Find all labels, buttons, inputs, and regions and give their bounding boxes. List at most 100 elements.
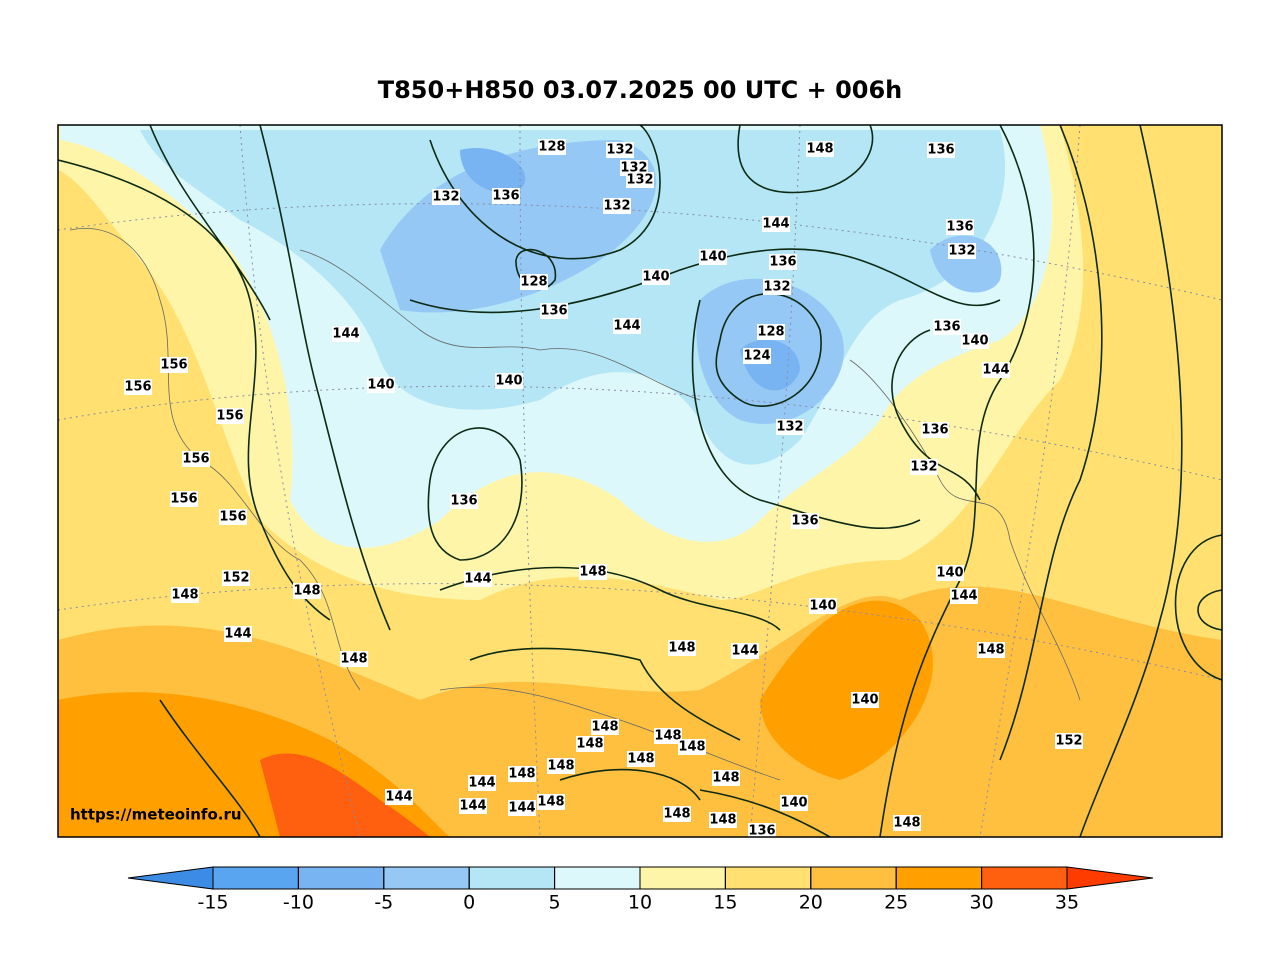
label-bg <box>748 823 776 837</box>
contour-label: 148 <box>893 816 920 831</box>
label-bg <box>538 139 566 155</box>
title: T850+H850 03.07.2025 00 UTC + 006h <box>378 76 903 104</box>
map-frame <box>57 124 1223 838</box>
contour-label: 152 <box>222 571 249 586</box>
contour-label: 148 <box>712 771 739 786</box>
colorbar-box <box>554 866 641 890</box>
label-bg <box>1055 733 1083 749</box>
contour-label: 136 <box>769 255 796 270</box>
label-bg <box>576 736 604 752</box>
label-bg <box>678 739 706 755</box>
label-bg <box>520 274 548 290</box>
contour-label: 140 <box>851 693 878 708</box>
contour-label: 148 <box>709 813 736 828</box>
contour-label: 144 <box>762 217 789 232</box>
label-bg <box>709 812 737 828</box>
colorbar-tick-label: 0 <box>463 892 475 914</box>
label-bg <box>762 216 790 232</box>
label-bg <box>171 587 199 603</box>
colorbar-tick-label: 10 <box>628 892 652 914</box>
label-bg <box>950 588 978 604</box>
label-bg <box>982 362 1010 378</box>
label-bg <box>464 571 492 587</box>
label-bg <box>170 491 198 507</box>
contour-label: 148 <box>591 720 618 735</box>
label-bg <box>851 692 879 708</box>
contour-label: 136 <box>927 143 954 158</box>
label-bg <box>492 188 520 204</box>
contour-label: 136 <box>748 824 775 839</box>
contour-label: 144 <box>224 627 251 642</box>
contour-label: 144 <box>332 327 359 342</box>
contour-label: 148 <box>171 588 198 603</box>
label-bg <box>579 564 607 580</box>
contour-label: 144 <box>459 799 486 814</box>
colorbar-tick-label: -10 <box>283 892 314 914</box>
contour-label: 128 <box>757 325 784 340</box>
label-bg <box>508 800 536 816</box>
contour-label: 148 <box>977 643 1004 658</box>
contour-label: 136 <box>450 494 477 509</box>
contour-label: 148 <box>576 737 603 752</box>
label-bg <box>769 254 797 270</box>
colorbar-box <box>212 866 299 890</box>
colorbar-tick-label: 5 <box>549 892 561 914</box>
label-bg <box>642 269 670 285</box>
label-bg <box>182 451 210 467</box>
contour-label: 136 <box>791 514 818 529</box>
contour-label: 136 <box>492 189 519 204</box>
contour-label: 140 <box>699 250 726 265</box>
contour-label: 148 <box>663 807 690 822</box>
label-bg <box>776 419 804 435</box>
contour-label: 140 <box>809 599 836 614</box>
contour <box>427 427 781 741</box>
label-bg <box>222 570 250 586</box>
label-bg <box>946 219 974 235</box>
contour <box>879 125 1183 837</box>
label-bg <box>731 643 759 659</box>
colorbar-tick-label: 35 <box>1055 892 1079 914</box>
colorbar-tick-label: 30 <box>970 892 994 914</box>
label-bg <box>432 189 460 205</box>
contour-label: 148 <box>293 584 320 599</box>
colorbar-box <box>297 866 385 890</box>
contour <box>58 125 391 631</box>
contour-label: 156 <box>170 492 197 507</box>
label-bg <box>668 640 696 656</box>
label-bg <box>780 795 808 811</box>
label-bg <box>495 373 523 389</box>
contour-label: 148 <box>678 740 705 755</box>
label-bg <box>791 513 819 529</box>
label-bg <box>124 379 152 395</box>
colorbar-tick-label: 20 <box>799 892 823 914</box>
contour-label: 148 <box>668 641 695 656</box>
label-bg <box>537 794 565 810</box>
label-bg <box>654 728 682 744</box>
label-bg <box>763 279 791 295</box>
contour-label: 132 <box>763 280 790 295</box>
contour-label: 144 <box>385 790 412 805</box>
contour-label: 144 <box>982 363 1009 378</box>
contour-label: 144 <box>464 572 491 587</box>
label-bg <box>216 408 244 424</box>
label-bg <box>219 509 247 525</box>
label-bg <box>627 751 655 767</box>
colorbar-box <box>895 866 983 890</box>
label-bg <box>757 324 785 340</box>
contour <box>159 534 1222 837</box>
contour-label: 148 <box>579 565 606 580</box>
label-bg <box>626 172 654 188</box>
label-bg <box>540 303 568 319</box>
label-bg <box>332 326 360 342</box>
label-bg <box>160 357 188 373</box>
contour-label: 148 <box>340 652 367 667</box>
contour-label: 144 <box>950 589 977 604</box>
label-bg <box>933 319 961 335</box>
label-bg <box>591 719 619 735</box>
label-bg <box>663 806 691 822</box>
contour-label: 152 <box>1055 734 1082 749</box>
contour-label: 124 <box>743 349 770 364</box>
contour-label: 144 <box>613 319 640 334</box>
